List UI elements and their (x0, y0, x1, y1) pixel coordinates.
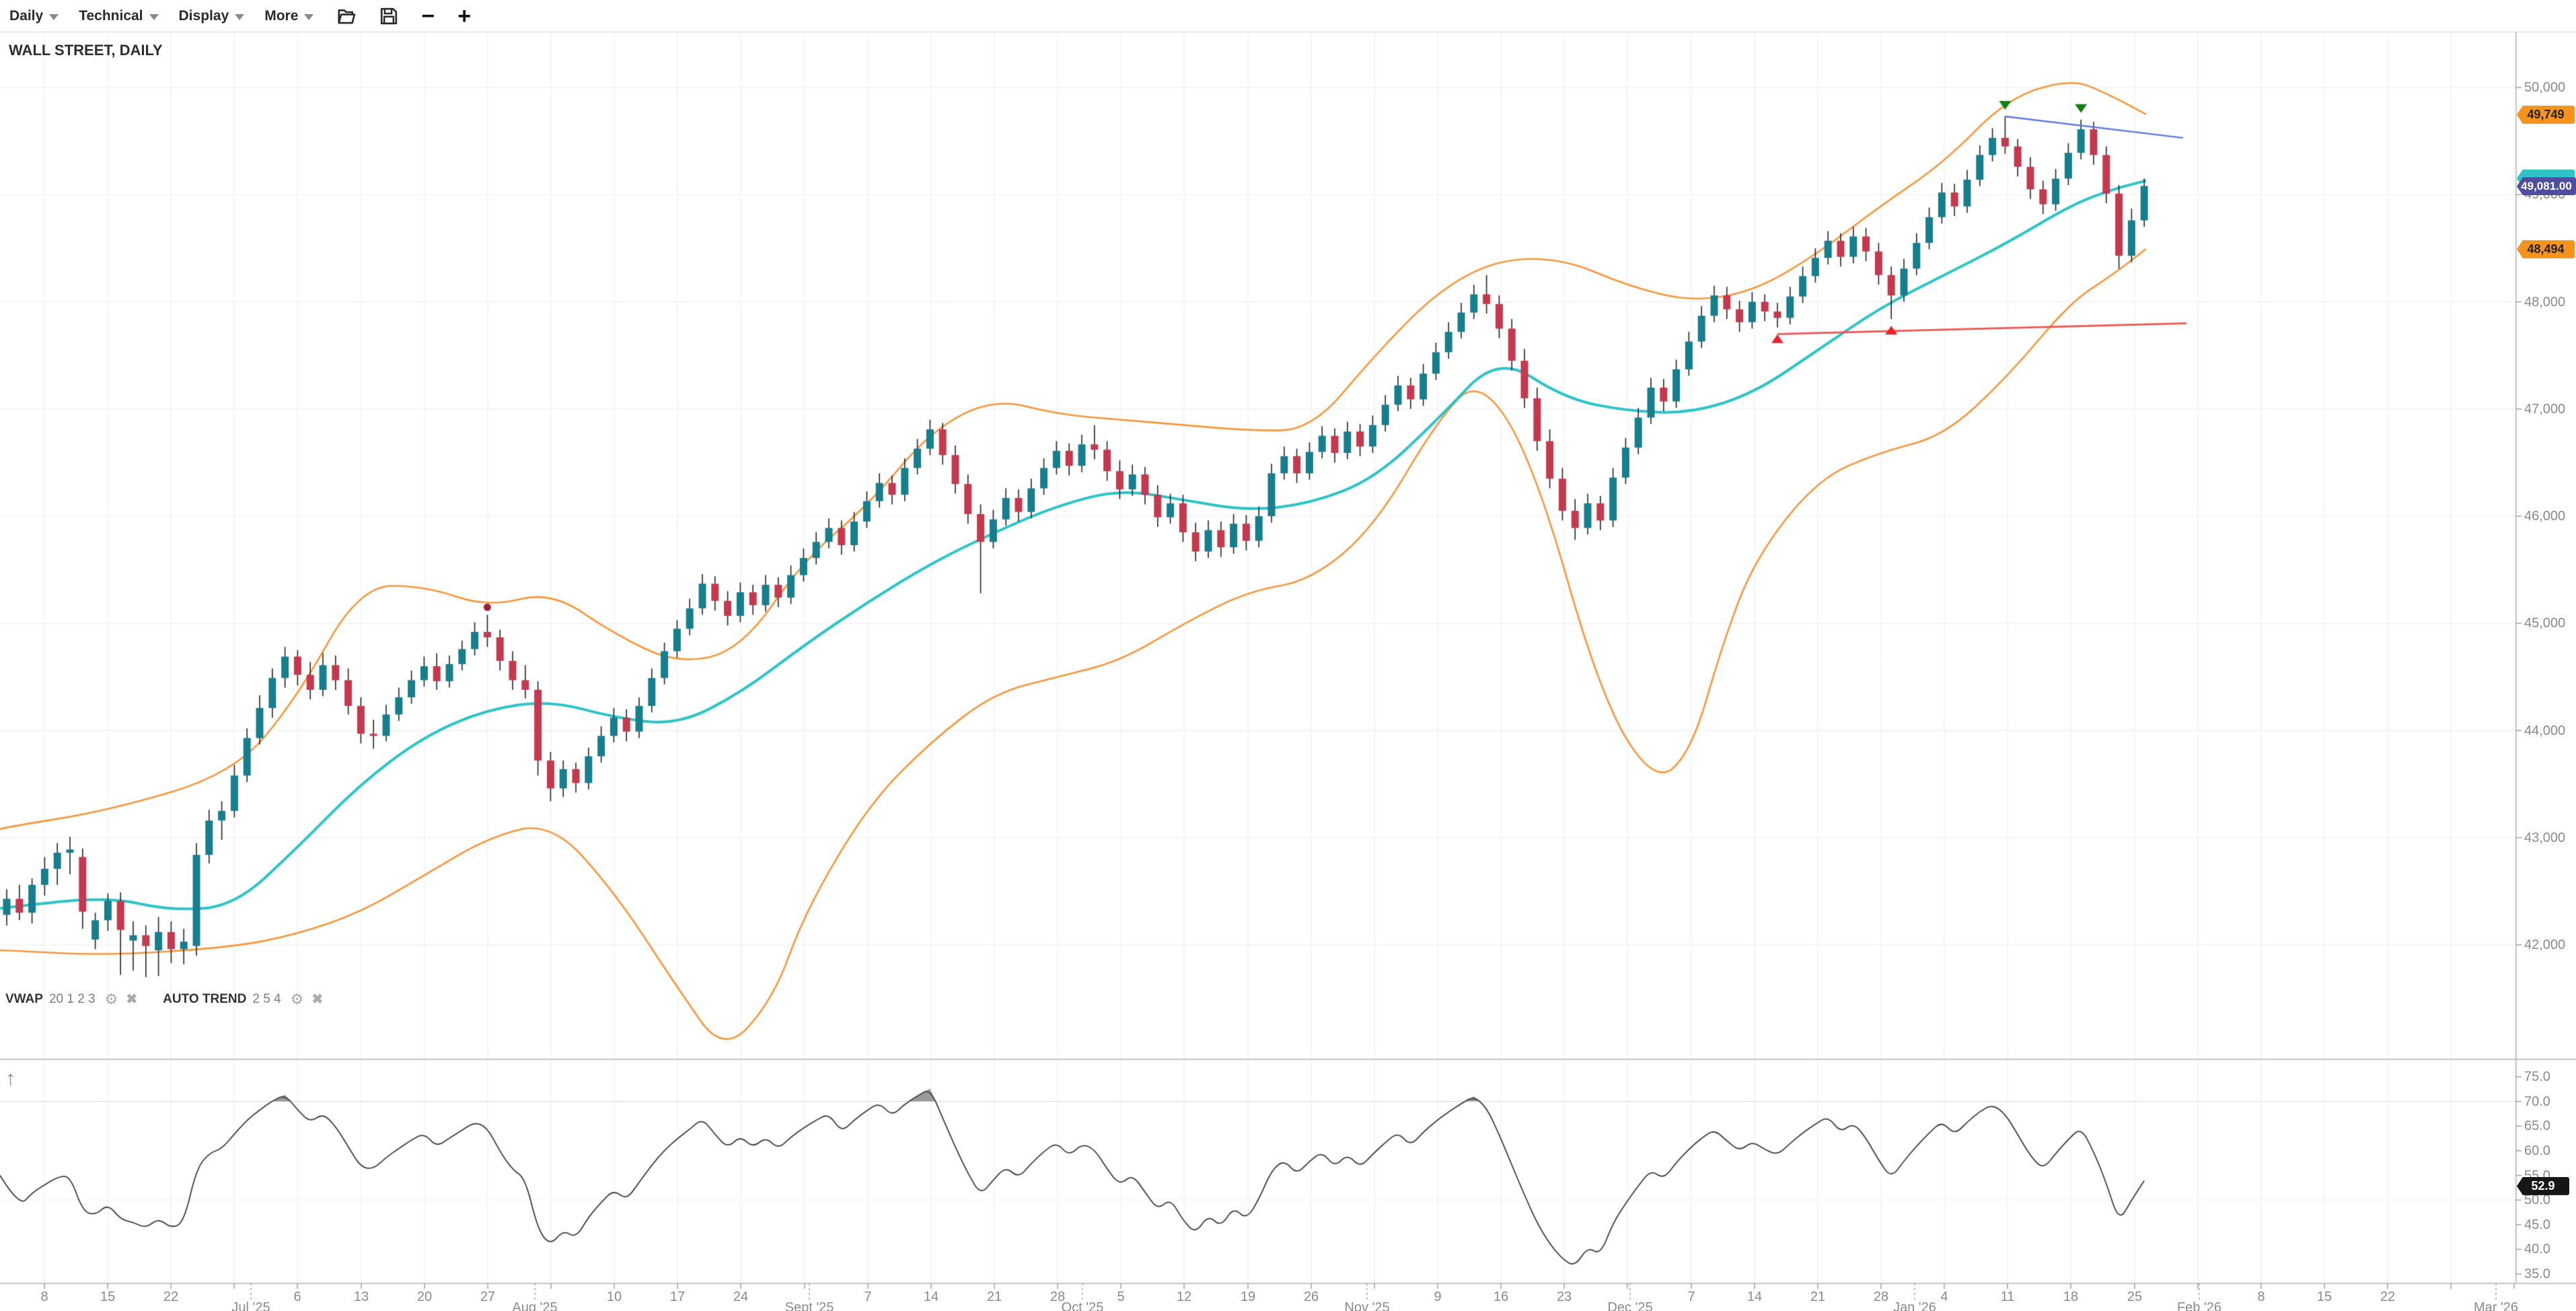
date-tick-label: 24 (733, 1289, 749, 1304)
chevron-down-icon (49, 13, 59, 20)
date-tick-label: 22 (163, 1289, 179, 1304)
date-tick-label: 10 (606, 1289, 622, 1304)
date-tick-label: 21 (986, 1289, 1002, 1304)
date-tick-label: 8 (40, 1289, 48, 1304)
date-tick-label: 25 (2127, 1289, 2143, 1304)
auto-trend-legend-params: 2 5 4 (252, 991, 281, 1006)
date-tick-label: 6 (293, 1289, 301, 1304)
oscillator-tick-label: 45.0 (2524, 1217, 2550, 1232)
date-tick-label: 5 (1117, 1289, 1125, 1304)
oscillator-tick-label: 60.0 (2524, 1143, 2550, 1158)
date-tick-label: 15 (2316, 1289, 2332, 1304)
date-tick-label: 22 (2380, 1289, 2396, 1304)
vwap-legend-name: VWAP (5, 991, 43, 1006)
save-icon[interactable] (379, 7, 398, 26)
menu-technical-label: Technical (79, 7, 143, 24)
date-tick-label: 18 (2063, 1289, 2079, 1304)
menu-more-label: More (264, 7, 299, 24)
chevron-down-icon (304, 13, 314, 20)
close-icon[interactable]: ✖ (311, 992, 324, 1007)
toolbar: Daily Technical Display More − + (0, 0, 2576, 32)
gear-icon[interactable]: ⚙ (104, 990, 118, 1007)
menu-daily[interactable]: Daily (9, 8, 59, 24)
date-tick-label: 20 (416, 1289, 433, 1304)
oscillator-tick-label: 40.0 (2524, 1242, 2550, 1257)
indicator-legend-row: VWAP 20 1 2 3 ⚙ ✖ AUTO TREND 2 5 4 ⚙ ✖ (5, 991, 323, 1007)
date-tick-label: 4 (1940, 1289, 1948, 1304)
oscillator-tick-label: 65.0 (2524, 1119, 2550, 1134)
open-folder-icon[interactable] (336, 7, 357, 26)
date-tick-label: 23 (1556, 1289, 1572, 1304)
price-tick-label: 47,000 (2524, 401, 2566, 417)
month-label: Aug '25 (512, 1300, 558, 1311)
date-tick-label: 19 (1240, 1289, 1256, 1304)
date-tick-label: 21 (1810, 1289, 1826, 1304)
price-tick-label: 42,000 (2524, 937, 2566, 952)
up-arrow-icon[interactable]: ↑ (5, 1067, 15, 1090)
symbol-title: WALL STREET, DAILY (9, 42, 163, 59)
chevron-down-icon (149, 13, 159, 20)
date-tick-label: 26 (1303, 1289, 1319, 1304)
date-tick-label: 8 (2257, 1289, 2265, 1304)
price-tick-label: 50,000 (2524, 80, 2566, 95)
chevron-down-icon (235, 13, 245, 20)
menu-more[interactable]: More (264, 8, 314, 24)
menu-technical[interactable]: Technical (79, 7, 159, 24)
date-tick-label: 14 (923, 1289, 939, 1304)
oscillator-tick-label: 70.0 (2524, 1094, 2550, 1109)
month-label: Sept '25 (784, 1300, 834, 1311)
date-tick-label: 7 (864, 1289, 872, 1304)
zoom-in-icon[interactable]: + (457, 3, 472, 29)
menu-display[interactable]: Display (179, 8, 245, 24)
close-icon[interactable]: ✖ (126, 992, 138, 1007)
month-label: Feb '26 (2176, 1300, 2222, 1311)
date-tick-label: 17 (669, 1289, 686, 1304)
oscillator-tick-label: 50.0 (2524, 1193, 2550, 1208)
month-label: Jul '25 (231, 1300, 270, 1311)
month-label: Jan '26 (1893, 1300, 1936, 1311)
upper-band-tag[interactable]: 49,749 (2517, 105, 2575, 124)
price-tick-label: 48,000 (2524, 294, 2566, 310)
date-tick-label: 15 (100, 1289, 116, 1304)
date-tick-label: 14 (1746, 1289, 1763, 1304)
menu-display-label: Display (178, 7, 229, 24)
date-tick-label: 7 (1687, 1289, 1695, 1304)
oscillator-tick-label: 35.0 (2524, 1267, 2550, 1281)
price-tick-label: 46,000 (2524, 509, 2566, 524)
price-tick-label: 45,000 (2524, 616, 2566, 631)
month-label: Mar '26 (2473, 1300, 2519, 1311)
price-tick-label: 43,000 (2524, 830, 2566, 845)
auto-trend-legend-name: AUTO TREND (163, 991, 247, 1006)
zoom-out-icon[interactable]: − (421, 3, 435, 29)
oscillator-tick-label: 75.0 (2524, 1069, 2550, 1084)
date-tick-label: 16 (1493, 1289, 1509, 1304)
date-tick-label: 13 (353, 1289, 369, 1304)
month-label: Oct '25 (1061, 1300, 1104, 1311)
date-tick-label: 28 (1050, 1289, 1066, 1304)
vwap-legend-params: 20 1 2 3 (48, 991, 96, 1006)
oscillator-value-tag[interactable]: 52.9 (2517, 1176, 2569, 1195)
month-label: Dec '25 (1607, 1300, 1653, 1311)
last-price-tag[interactable]: 49,081.00 (2517, 177, 2576, 196)
date-tick-label: 11 (2000, 1289, 2015, 1304)
date-tick-label: 27 (480, 1289, 496, 1304)
lower-band-tag[interactable]: 48,494 (2517, 240, 2575, 258)
gear-icon[interactable]: ⚙ (290, 990, 304, 1007)
date-tick-label: 28 (1873, 1289, 1889, 1304)
date-tick-label: 12 (1176, 1289, 1192, 1304)
menu-daily-label: Daily (9, 7, 44, 24)
date-tick-label: 9 (1434, 1289, 1442, 1304)
month-label: Nov '25 (1344, 1300, 1390, 1311)
price-tick-label: 44,000 (2524, 723, 2566, 738)
